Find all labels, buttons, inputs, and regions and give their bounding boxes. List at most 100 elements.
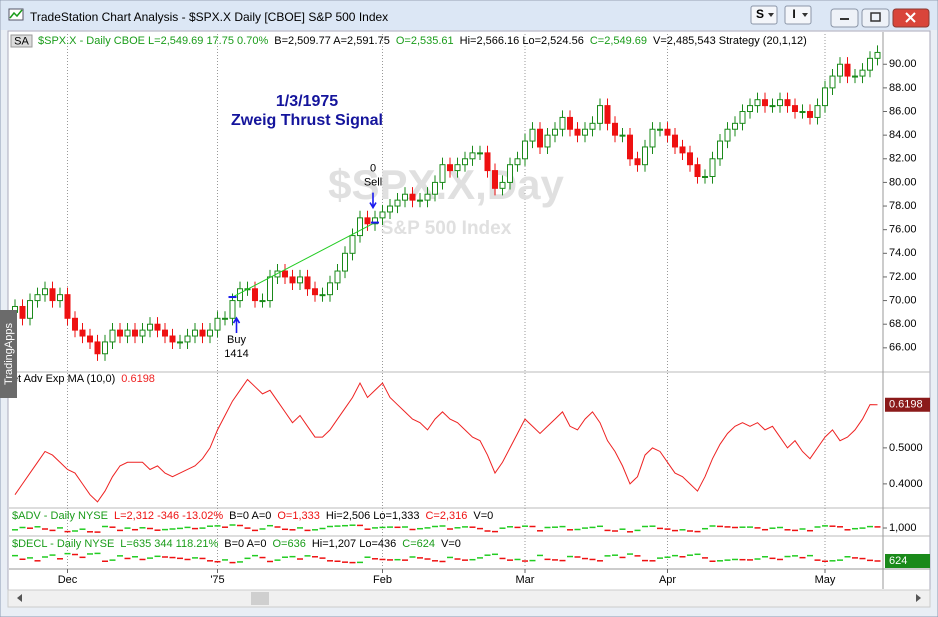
candle-body [439, 164, 446, 183]
header-segment: O=2,535.61 [396, 35, 454, 47]
header-segment: V=2,485,543 Strategy (20,1,12) [653, 35, 807, 47]
candle-body [199, 329, 206, 337]
candle-body [814, 105, 821, 118]
header-segment: Hi=2,506 Lo=1,333 [326, 510, 420, 522]
candle-body [447, 164, 453, 172]
header-segment: O=1,333 [277, 510, 320, 522]
candle-body [784, 99, 791, 107]
trade-label: Sell [364, 176, 382, 188]
candle-body [769, 105, 776, 108]
candle-body [49, 288, 56, 302]
candle-body [207, 329, 213, 337]
header-segment: L=635 344 118.21% [120, 538, 218, 550]
candle-body [432, 181, 438, 195]
candle-body [552, 128, 558, 136]
x-tick-label: Feb [373, 574, 392, 586]
pane-header: $ADV - Daily NYSE L=2,312 -346 -13.02% B=0… [12, 510, 493, 522]
y-tick-label: 0.4000 [889, 478, 923, 490]
window-title: TradeStation Chart Analysis - $SPX.X Dai… [30, 10, 388, 24]
y-tick-label: 80.00 [889, 176, 917, 188]
candle-body [402, 193, 408, 201]
watermark: $SPX.X,Day [328, 161, 564, 208]
y-tick-label: 76.00 [889, 224, 917, 236]
candle-body [874, 51, 881, 59]
candle-body [859, 69, 866, 77]
candle-body [72, 317, 78, 331]
candle-body [334, 270, 341, 284]
candle-body [642, 146, 648, 166]
candle-body [27, 300, 33, 319]
candle-body [222, 317, 228, 320]
x-tick-label: '75 [210, 574, 224, 586]
candle-body [867, 57, 873, 71]
candle-body [702, 176, 708, 179]
charts: Dec '75 Feb Mar Apr May 66.00 68.00 70.00 72.00 74… [4, 32, 930, 589]
candle-body [312, 288, 318, 296]
maximize-button[interactable] [861, 8, 890, 28]
candle-body [379, 211, 386, 219]
candle-body [717, 140, 723, 160]
candle-body [192, 329, 198, 337]
header-segment: C=624 [402, 538, 435, 550]
candle-body [792, 105, 798, 113]
candle-body [19, 305, 26, 319]
value-flag [885, 397, 930, 412]
x-tick-label: Mar [516, 574, 535, 586]
y-tick-label: 66.00 [889, 342, 917, 354]
candle-body [267, 276, 273, 302]
side-tab[interactable]: TradingApps [0, 310, 17, 398]
candle-body [424, 193, 431, 201]
y-tick-label: 1,000 [889, 522, 917, 534]
candle-body [567, 116, 573, 130]
pane-header: Net Adv Exp MA (10,0) 0.6198 [4, 373, 155, 385]
candle-body [597, 105, 603, 124]
candle-body [364, 217, 371, 225]
candle-body [634, 158, 641, 166]
candle-body [522, 140, 528, 160]
header-segment: $ADV - Daily NYSE [12, 510, 108, 522]
button-label[interactable]: S [756, 7, 764, 21]
window-button[interactable]: I [784, 5, 812, 25]
candle-body [709, 158, 716, 178]
header-segment: L=2,312 -346 -13.02% [114, 510, 223, 522]
button-label[interactable]: I [792, 7, 795, 21]
candle-body [829, 75, 836, 89]
header-segment: V=0 [473, 510, 493, 522]
header-segment: O=636 [272, 538, 305, 550]
scrollbar[interactable] [7, 589, 931, 608]
header-segment: V=0 [441, 538, 461, 550]
candle-body [357, 217, 363, 237]
candle-body [612, 122, 618, 136]
window-button[interactable]: S [750, 5, 778, 25]
candle-body [297, 276, 303, 284]
pane-header: $SPX.X - Daily CBOE L=2,549.69 17.75 0.7… [38, 35, 807, 47]
candle-body [844, 63, 851, 77]
candle-body [837, 63, 843, 77]
close-button[interactable] [892, 8, 930, 28]
candle-body [387, 205, 393, 213]
candle-body [807, 111, 813, 118]
candle-body [282, 270, 288, 278]
side-tab-label[interactable]: TradingApps [3, 323, 15, 385]
title-bar [1, 1, 937, 30]
candle-body [544, 134, 551, 148]
y-tick-label: 72.00 [889, 271, 917, 283]
y-tick-label: 82.00 [889, 153, 917, 165]
trade-qty: 0 [370, 162, 376, 174]
candle-body [139, 329, 146, 337]
header-segment: $SPX.X - Daily CBOE L=2,549.69 17.75 0.7… [38, 35, 268, 47]
candle-body [169, 335, 176, 343]
trade-label: Buy [227, 334, 246, 346]
minimize-button[interactable] [830, 8, 859, 28]
symbol-box-label: SA [14, 35, 29, 47]
candle-body [229, 300, 236, 319]
candle-body [777, 99, 783, 107]
y-tick-label: 70.00 [889, 294, 917, 306]
candle-body [64, 294, 71, 319]
candle-body [462, 158, 468, 166]
candle-body [94, 341, 101, 355]
candle-body [177, 341, 183, 344]
header-segment: $DECL - Daily NYSE [12, 538, 114, 550]
candle-body [304, 276, 311, 290]
